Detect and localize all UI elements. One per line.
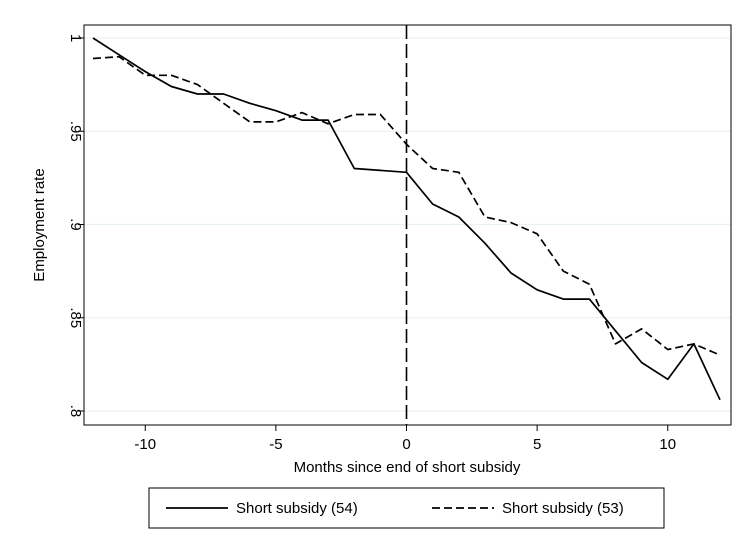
legend-label-series-1: Short subsidy (54) [236, 500, 358, 517]
x-tick-label: 5 [533, 436, 541, 453]
legend: Short subsidy (54) Short subsidy (53) [148, 487, 665, 529]
x-tick-label: 10 [659, 436, 676, 453]
x-tick-label: 0 [402, 436, 410, 453]
y-axis-ticks: .8 .85 .9 .95 1 [67, 34, 84, 417]
x-axis-title: Months since end of short subsidy [294, 459, 521, 476]
y-tick-label: .95 [67, 121, 84, 142]
y-tick-label: .9 [67, 218, 84, 231]
legend-frame [148, 487, 665, 529]
y-tick-label: .85 [67, 307, 84, 328]
series-line-2 [92, 55, 721, 356]
x-tick-label: -10 [134, 436, 156, 453]
x-tick-label: -5 [269, 436, 282, 453]
series-group [92, 37, 721, 401]
y-axis-title: Employment rate [31, 168, 48, 281]
legend-label-series-2: Short subsidy (53) [502, 500, 624, 517]
y-tick-label: .8 [67, 405, 84, 418]
series-line-1 [92, 37, 721, 401]
y-tick-label: 1 [67, 34, 84, 42]
x-axis-ticks: -10 -5 0 5 10 [134, 425, 676, 453]
gridlines [84, 37, 731, 412]
